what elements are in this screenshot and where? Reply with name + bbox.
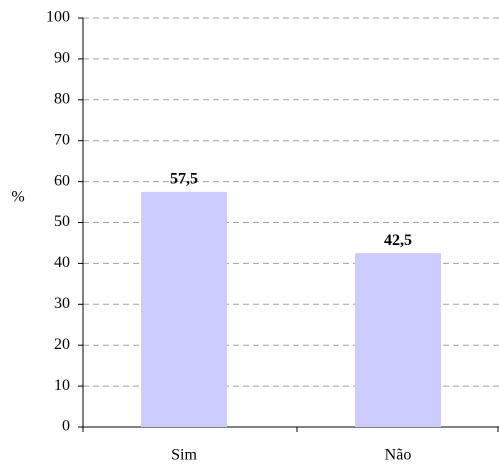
y-tick-label: 90 [54, 50, 70, 67]
x-tick-label: Não [385, 447, 412, 464]
y-tick-label: 100 [46, 9, 70, 26]
value-label: 57,5 [170, 170, 198, 187]
y-tick-label: 10 [54, 377, 70, 394]
y-tick-label: 40 [54, 254, 70, 271]
bar [141, 191, 227, 427]
y-tick-label: 50 [54, 213, 70, 230]
y-tick-label: 60 [54, 172, 70, 189]
bar [355, 253, 441, 427]
value-label: 42,5 [384, 232, 412, 249]
y-tick-label: 70 [54, 131, 70, 148]
y-axis-label: % [11, 189, 24, 206]
y-tick-label: 80 [54, 90, 70, 107]
x-tick-label: Sim [171, 447, 197, 464]
y-tick-label: 30 [54, 295, 70, 312]
y-tick-label: 20 [54, 336, 70, 353]
y-tick-label: 0 [62, 418, 70, 435]
